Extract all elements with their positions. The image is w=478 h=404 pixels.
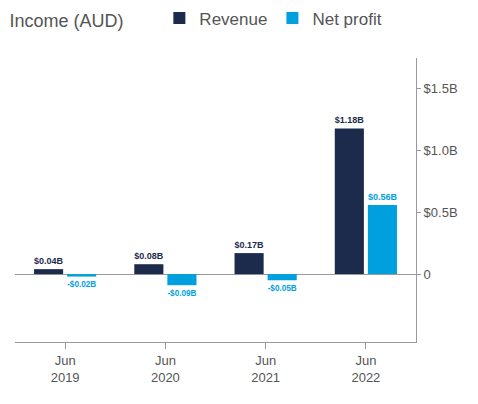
svg-text:Jun2021: Jun2021 [251, 353, 280, 385]
svg-text:$0.56B: $0.56B [368, 192, 398, 202]
svg-text:0: 0 [424, 267, 431, 282]
svg-text:Jun2020: Jun2020 [151, 353, 180, 385]
svg-text:Jun2019: Jun2019 [51, 353, 80, 385]
svg-text:-$0.05B: -$0.05B [268, 284, 297, 293]
svg-text:Revenue: Revenue [199, 10, 267, 29]
svg-text:Jun2022: Jun2022 [351, 353, 380, 385]
svg-text:Net profit: Net profit [312, 10, 381, 29]
svg-text:$0.04B: $0.04B [34, 256, 64, 266]
svg-text:$0.08B: $0.08B [134, 251, 164, 261]
svg-text:$0.5B: $0.5B [424, 205, 458, 220]
svg-text:-$0.02B: -$0.02B [67, 280, 96, 289]
svg-text:$0.17B: $0.17B [235, 240, 265, 250]
svg-text:$1.0B: $1.0B [424, 143, 458, 158]
svg-text:Income (AUD): Income (AUD) [10, 11, 124, 31]
svg-text:-$0.09B: -$0.09B [167, 289, 196, 298]
svg-text:$1.18B: $1.18B [335, 115, 365, 125]
svg-text:$1.5B: $1.5B [424, 81, 458, 96]
